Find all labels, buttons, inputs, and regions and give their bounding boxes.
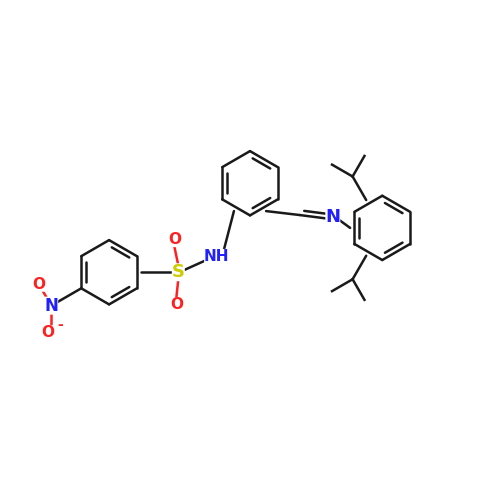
Text: O: O — [170, 298, 183, 312]
Text: O: O — [41, 326, 54, 340]
Text: O: O — [32, 276, 46, 291]
Text: O: O — [168, 232, 181, 247]
Text: N: N — [326, 208, 340, 226]
Text: -: - — [58, 318, 63, 332]
Text: N: N — [44, 296, 58, 314]
Text: NH: NH — [204, 249, 230, 264]
Text: S: S — [172, 263, 185, 281]
